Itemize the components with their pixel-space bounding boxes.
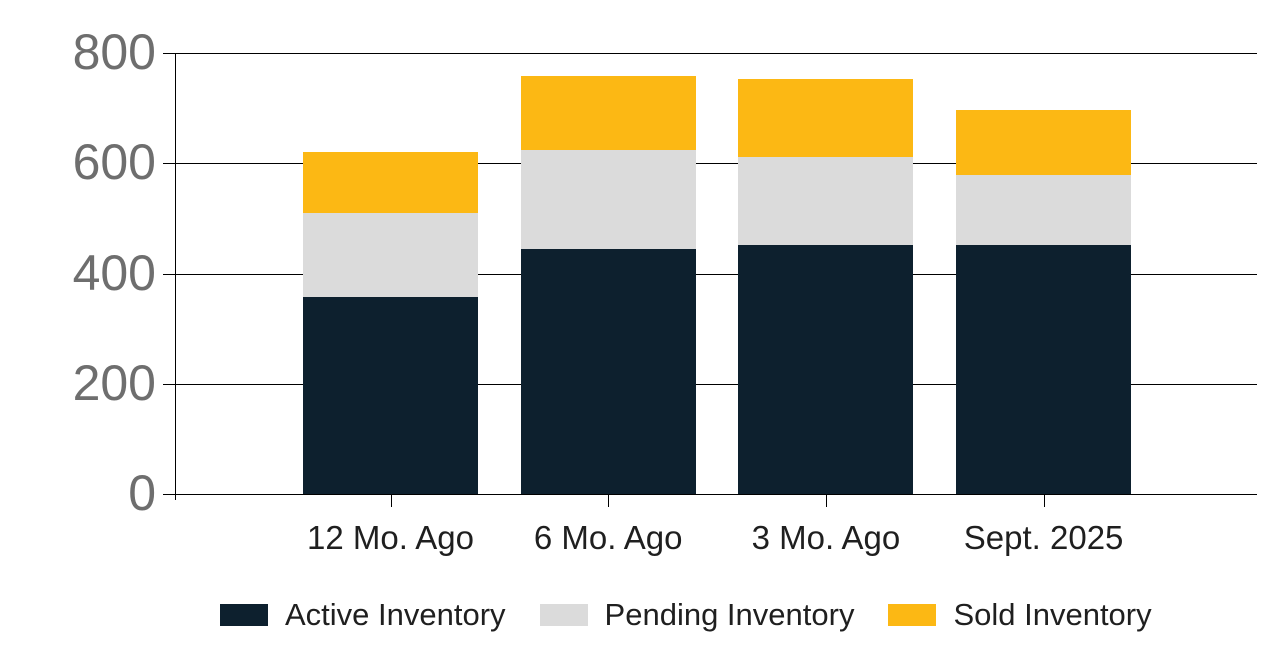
x-tick-label-3: 3 Mo. Ago xyxy=(751,519,901,556)
legend-label-pending-inventory: Pending Inventory xyxy=(604,597,855,632)
x-tick-2 xyxy=(608,494,610,507)
gridline-200 xyxy=(163,383,1257,385)
bar-segment-pending-inventory xyxy=(520,149,696,249)
legend-swatch-active-inventory xyxy=(220,603,268,626)
gridline-400 xyxy=(163,273,1257,275)
bar-segment-active-inventory xyxy=(303,296,478,494)
bar-3 xyxy=(738,78,914,494)
bar-2 xyxy=(520,75,696,494)
y-tick-label-0: 0 xyxy=(128,465,156,521)
bar-segment-sold-inventory xyxy=(956,110,1132,175)
legend-swatch-pending-inventory xyxy=(539,603,588,626)
legend-label-sold-inventory: Sold Inventory xyxy=(953,597,1152,632)
x-tick-label-2: 6 Mo. Ago xyxy=(533,519,683,556)
bar-1 xyxy=(303,152,478,494)
x-tick-label-1: 12 Mo. Ago xyxy=(307,519,474,556)
bar-4 xyxy=(956,110,1132,494)
bar-segment-active-inventory xyxy=(738,244,914,494)
y-axis-line xyxy=(175,53,176,500)
legend-item-active-inventory: Active Inventory xyxy=(220,599,506,630)
x-tick-3 xyxy=(825,494,827,507)
x-tick-label-4: Sept. 2025 xyxy=(963,519,1124,556)
x-tick-1 xyxy=(390,494,392,507)
plot-area xyxy=(163,53,1257,507)
legend-label-active-inventory: Active Inventory xyxy=(285,597,506,632)
y-tick-label-200: 200 xyxy=(72,354,156,411)
legend: Active Inventory Pending Inventory Sold In… xyxy=(220,599,1152,630)
gridline-600 xyxy=(163,163,1257,165)
legend-swatch-sold-inventory xyxy=(888,603,937,626)
bar-segment-sold-inventory xyxy=(520,75,696,150)
bar-segment-active-inventory xyxy=(520,248,696,494)
y-tick-label-400: 400 xyxy=(72,244,156,301)
legend-item-sold-inventory: Sold Inventory xyxy=(888,597,1152,632)
bar-segment-sold-inventory xyxy=(303,152,478,213)
bar-segment-pending-inventory xyxy=(738,157,914,245)
x-tick-4 xyxy=(1043,494,1045,507)
bar-segment-active-inventory xyxy=(956,244,1132,494)
gridline-800 xyxy=(163,53,1257,54)
bar-segment-pending-inventory xyxy=(956,174,1132,245)
y-tick-label-600: 600 xyxy=(72,134,156,191)
gridline-0 xyxy=(163,494,1257,495)
bar-segment-pending-inventory xyxy=(303,212,478,297)
legend-item-pending-inventory: Pending Inventory xyxy=(539,597,855,632)
bar-segment-sold-inventory xyxy=(738,78,914,158)
y-tick-label-800: 800 xyxy=(72,24,156,80)
